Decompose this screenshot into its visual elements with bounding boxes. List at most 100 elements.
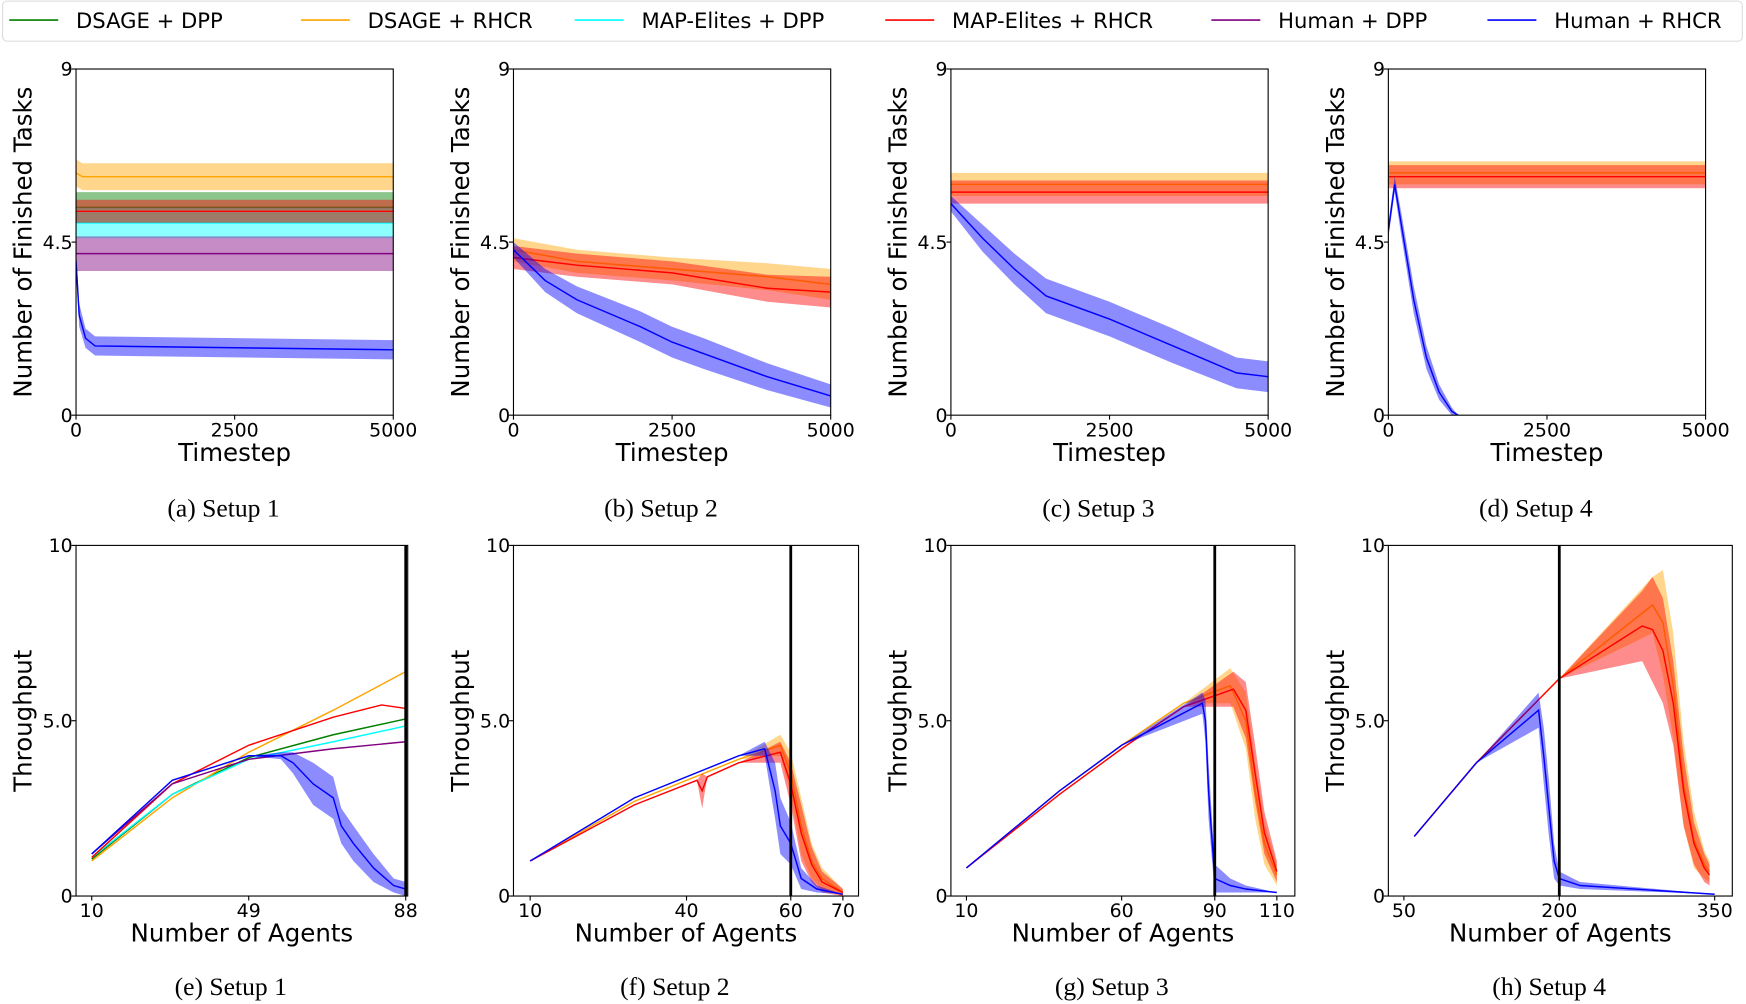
y-axis-label: Throughput [446,649,475,793]
y-tick-label: 4.5 [1355,232,1385,254]
x-tick-label: 110 [1259,900,1295,922]
x-axis-label: Timestep [1490,438,1604,467]
subplot-1: 0 2500 5000 0 4.5 9 Timestep Number of Finished… [9,59,418,523]
series-band [530,741,843,897]
subplot-3: 0 2500 5000 0 4.5 9 Timestep Number of Finished… [883,59,1292,523]
x-tick-label: 0 [1382,419,1394,441]
plot-area [91,670,407,897]
series-line [91,741,406,855]
y-tick-label: 5.0 [1355,710,1385,732]
x-tick-label: 70 [831,900,855,922]
subplot-4: 0 2500 5000 0 4.5 9 Timestep Number of Finished… [1321,59,1730,523]
subplot-caption: (c) Setup 3 [1042,493,1154,522]
series-line [1413,708,1715,895]
series-band [1414,576,1710,886]
series-line [965,702,1277,894]
subplot-caption: (e) Setup 1 [175,972,287,1001]
subplot-8: 50 200 350 0 5.0 10 Number of Agents Throughput… [1321,535,1733,1001]
x-axis-label: Number of Agents [1449,919,1672,948]
plot-area [513,238,831,408]
series-line [1413,625,1711,876]
legend-label: DSAGE + RHCR [368,8,533,33]
series-band [513,242,831,408]
y-tick-label: 0 [1373,886,1385,908]
y-tick-label: 9 [936,59,948,81]
y-axis-label: Number of Finished Tasks [883,87,912,398]
series-band [76,249,394,360]
x-tick-label: 200 [1541,900,1577,922]
y-tick-label: 10 [486,535,510,557]
x-tick-label: 2500 [1523,419,1571,441]
series-band [530,741,843,895]
x-tick-label: 5000 [1244,419,1292,441]
x-tick-label: 2500 [211,419,259,441]
plot-area [529,734,844,897]
subplot-caption: (a) Setup 1 [167,493,279,522]
series-line [950,203,1269,378]
x-tick-label: 10 [80,900,104,922]
x-tick-label: 90 [1203,900,1227,922]
series-band [91,752,406,897]
plot-area [1413,569,1715,895]
y-tick-label: 9 [1373,59,1385,81]
series-line [965,688,1278,872]
series-line [76,261,394,351]
legend-label: MAP-Elites + DPP [641,8,824,33]
x-tick-label: 49 [237,900,261,922]
subplot-2: 0 2500 5000 0 4.5 9 Timestep Number of Finished… [446,59,855,523]
x-tick-label: 2500 [648,419,696,441]
x-tick-label: 88 [394,900,418,922]
x-axis-label: Timestep [1052,438,1166,467]
y-axis-label: Number of Finished Tasks [446,87,475,398]
x-tick-label: 50 [1392,900,1416,922]
axes-frame [1387,68,1707,416]
x-tick-label: 0 [70,419,82,441]
series-line [513,249,831,397]
x-tick-label: 60 [779,900,803,922]
subplot-5: 10 49 88 0 5.0 10 Number of Agents Throughput (e… [9,535,418,1001]
x-tick-label: 2500 [1085,419,1133,441]
y-tick-label: 0 [61,405,73,427]
legend-label: MAP-Elites + RHCR [952,8,1153,33]
series-line [513,249,831,286]
series-line [91,755,406,890]
legend-label: Human + RHCR [1554,8,1722,33]
plot-area [1388,161,1706,416]
y-axis-label: Throughput [883,649,912,793]
plot-area [76,159,394,360]
subplot-caption: (g) Setup 3 [1055,972,1169,1001]
series-line [1388,184,1459,416]
y-tick-label: 0 [498,405,510,427]
legend-label: Human + DPP [1278,8,1427,33]
y-tick-label: 5.0 [917,710,947,732]
subplot-caption: (d) Setup 4 [1479,493,1593,522]
x-tick-label: 40 [674,900,698,922]
series-band [950,195,1269,393]
y-tick-label: 4.5 [43,232,73,254]
y-tick-label: 0 [936,405,948,427]
y-axis-label: Number of Finished Tasks [9,87,38,398]
y-tick-label: 9 [61,59,73,81]
series-band [966,671,1277,883]
legend-label: DSAGE + DPP [76,8,223,33]
series-line [529,747,844,895]
x-axis-label: Number of Agents [575,919,798,948]
subplot-7: 10 60 90 110 0 5.0 10 Number of Agents Throughpu… [883,535,1296,1001]
x-axis-label: Number of Agents [131,919,354,948]
x-tick-label: 5000 [807,419,855,441]
y-tick-label: 0 [936,886,948,908]
series-band [91,671,406,861]
y-tick-label: 10 [1361,535,1385,557]
series-line [91,670,407,862]
x-axis-label: Timestep [177,438,291,467]
subplot-caption: (f) Setup 2 [620,972,729,1001]
legend-box [2,0,1743,42]
series-band [76,159,394,191]
x-tick-label: 10 [518,900,542,922]
x-tick-label: 5000 [369,419,417,441]
series-line [529,751,844,894]
legend: DSAGE + DPP DSAGE + RHCR MAP-Elites + DPP M… [2,0,1743,42]
y-tick-label: 0 [1373,405,1385,427]
